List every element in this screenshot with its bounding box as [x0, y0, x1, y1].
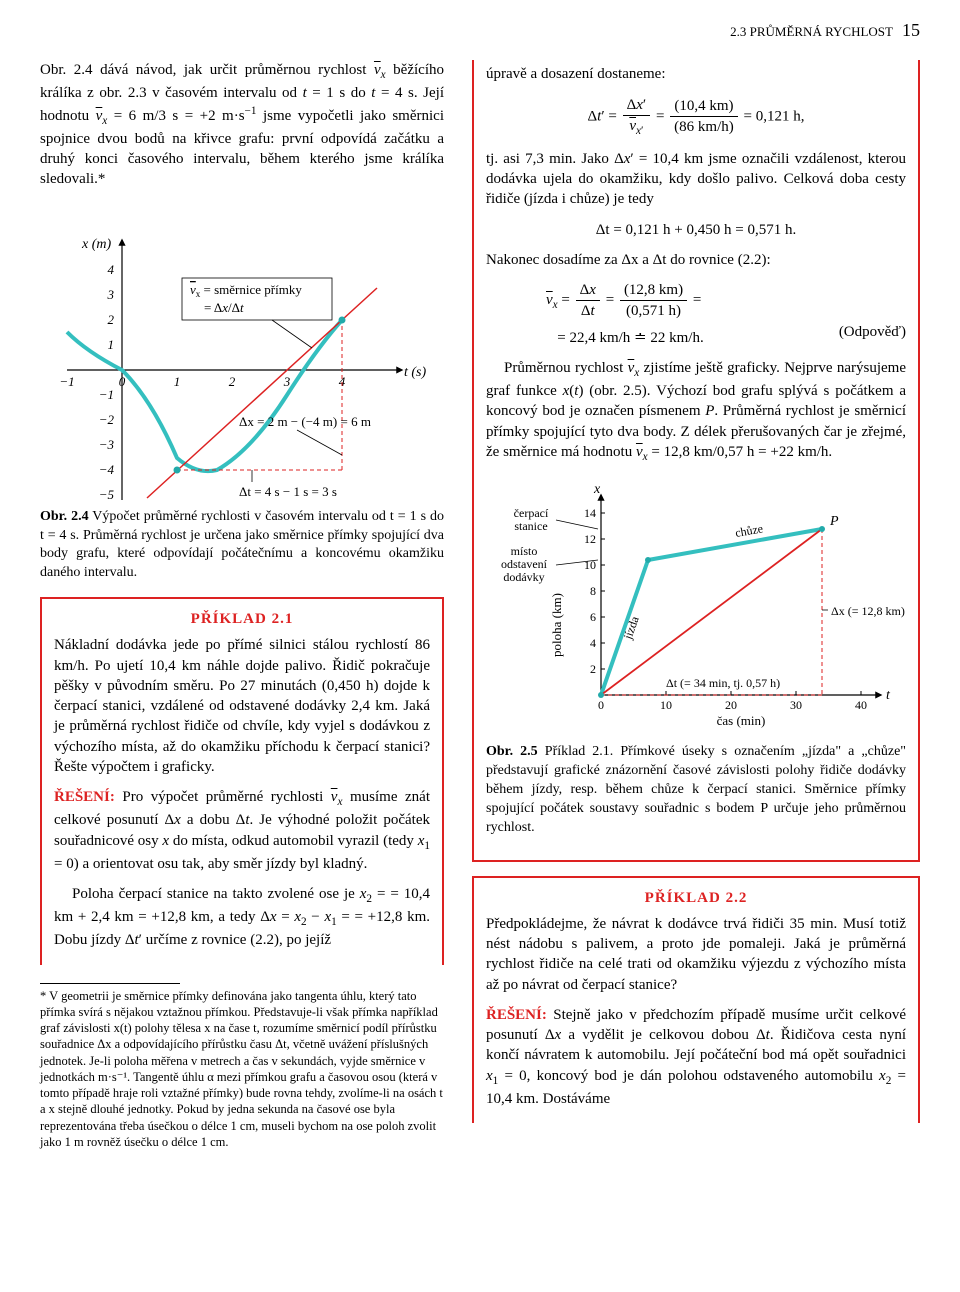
page-header: 2.3 PRŮMĚRNÁ RYCHLOST 15	[40, 18, 920, 42]
fig25-ylabel: poloha (km)	[549, 593, 564, 657]
section-label: 2.3 PRŮMĚRNÁ RYCHLOST	[730, 24, 893, 39]
ex21-cont-p4: Průměrnou rychlost vx zjistíme ještě gra…	[486, 358, 906, 465]
figure-2-5-chart: t x 0 10 20 30 40 2 4 6 8 10 12 14	[486, 475, 906, 735]
fig24-dx-annot: Δx = 2 m − (−4 m) = 6 m	[239, 414, 371, 429]
fig25-walk-label: chůze	[734, 521, 764, 540]
fig25-drive-label: jízda	[620, 614, 642, 642]
fig24-caption: Obr. 2.4 Výpočet průměrné rychlosti v ča…	[40, 508, 444, 584]
example-2-1-problem: Nákladní dodávka jede po přímé silnici s…	[54, 635, 430, 777]
svg-text:40: 40	[855, 698, 867, 712]
eq-vx: vx = ΔxΔt = (12,8 km)(0,571 h) = = 22,4 …	[486, 280, 906, 348]
svg-text:−1: −1	[59, 374, 74, 389]
example-2-1-title: PŘÍKLAD 2.1	[54, 609, 430, 629]
fig25-parked-label: místo	[511, 544, 538, 558]
page-number: 15	[902, 20, 920, 40]
eq-dtprime: Δt′ = Δx′vx′ = (10,4 km)(86 km/h) = 0,12…	[486, 95, 906, 139]
left-column: Obr. 2.4 dává návod, jak určit průměrnou…	[40, 60, 444, 1150]
svg-text:−2: −2	[99, 412, 115, 427]
right-column: úpravě a dosazení dostaneme: Δt′ = Δx′vx…	[472, 60, 920, 1150]
example-2-2-solution: ŘEŠENÍ: Stejně jako v předchozím případě…	[486, 1005, 906, 1109]
fig25-station-label: čerpací	[514, 506, 549, 520]
svg-text:stanice: stanice	[514, 519, 547, 533]
svg-text:14: 14	[584, 506, 596, 520]
svg-text:−4: −4	[99, 462, 115, 477]
svg-text:30: 30	[790, 698, 802, 712]
svg-text:20: 20	[725, 698, 737, 712]
fig25-caption: Obr. 2.5 Příklad 2.1. Přímkové úseky s o…	[486, 743, 906, 837]
fig25-dx-label: Δx (= 12,8 km)	[831, 604, 905, 618]
svg-text:4: 4	[108, 262, 115, 277]
footnote: * V geometrii je směrnice přímky definov…	[40, 983, 444, 1151]
example-2-2-problem: Předpokládejme, že návrat k dodávce trvá…	[486, 914, 906, 995]
svg-text:−1: −1	[99, 387, 114, 402]
svg-text:3: 3	[107, 287, 115, 302]
fig24-ylabel: x (m)	[81, 237, 111, 252]
svg-text:1: 1	[174, 374, 181, 389]
svg-text:3: 3	[283, 374, 291, 389]
svg-text:2: 2	[108, 312, 115, 327]
svg-text:8: 8	[590, 584, 596, 598]
svg-text:6: 6	[590, 610, 596, 624]
example-2-1-solution-p2: Poloha čerpací stanice na takto zvolené …	[54, 884, 430, 951]
fig25-xlabel: čas (min)	[717, 713, 766, 728]
fig25-t-axis: t	[886, 688, 891, 703]
ex21-cont-p2: tj. asi 7,3 min. Jako Δx′ = 10,4 km jsme…	[486, 149, 906, 210]
svg-text:= Δx/Δt: = Δx/Δt	[204, 300, 244, 315]
fig25-x-axis: x	[593, 482, 601, 497]
eq-dt-total: Δt = 0,121 h + 0,450 h = 0,571 h.	[486, 220, 906, 240]
svg-text:0: 0	[598, 698, 604, 712]
svg-text:vx = směrnice přímky: vx = směrnice přímky	[190, 282, 302, 299]
svg-text:−5: −5	[99, 487, 115, 500]
svg-text:4: 4	[590, 636, 596, 650]
svg-text:−3: −3	[99, 437, 115, 452]
intro-paragraph: Obr. 2.4 dává návod, jak určit průměrnou…	[40, 60, 444, 189]
fig24-dt-annot: Δt = 4 s − 1 s = 3 s	[239, 484, 337, 499]
ex21-cont-line1: úpravě a dosazení dostaneme:	[486, 64, 906, 84]
fig25-point-P: P	[829, 514, 839, 529]
figure-2-4-chart: −1 0 1 2 3 4 1 2 3 4 −1 −2 −3 −4 −5 x (m…	[42, 200, 442, 500]
ex21-cont-p3: Nakonec dosadíme za Δx a Δt do rovnice (…	[486, 250, 906, 270]
svg-text:2: 2	[229, 374, 236, 389]
example-2-2-box: PŘÍKLAD 2.2 Předpokládejme, že návrat k …	[472, 876, 920, 1123]
svg-text:12: 12	[584, 532, 596, 546]
example-2-1-box-continued: úpravě a dosazení dostaneme: Δt′ = Δx′vx…	[472, 60, 920, 861]
svg-text:0: 0	[119, 374, 126, 389]
svg-text:1: 1	[108, 337, 115, 352]
fig24-xlabel: t (s)	[404, 365, 427, 380]
svg-text:dodávky: dodávky	[503, 570, 544, 584]
svg-text:2: 2	[590, 662, 596, 676]
example-2-2-title: PŘÍKLAD 2.2	[486, 888, 906, 908]
example-2-1-solution-p1: ŘEŠENÍ: Pro výpočet průměrné rychlosti v…	[54, 787, 430, 874]
example-2-1-box: PŘÍKLAD 2.1 Nákladní dodávka jede po pří…	[40, 597, 444, 965]
svg-text:10: 10	[660, 698, 672, 712]
fig25-dt-label: Δt (= 34 min, tj. 0,57 h)	[666, 676, 780, 690]
svg-text:odstavení: odstavení	[501, 557, 548, 571]
